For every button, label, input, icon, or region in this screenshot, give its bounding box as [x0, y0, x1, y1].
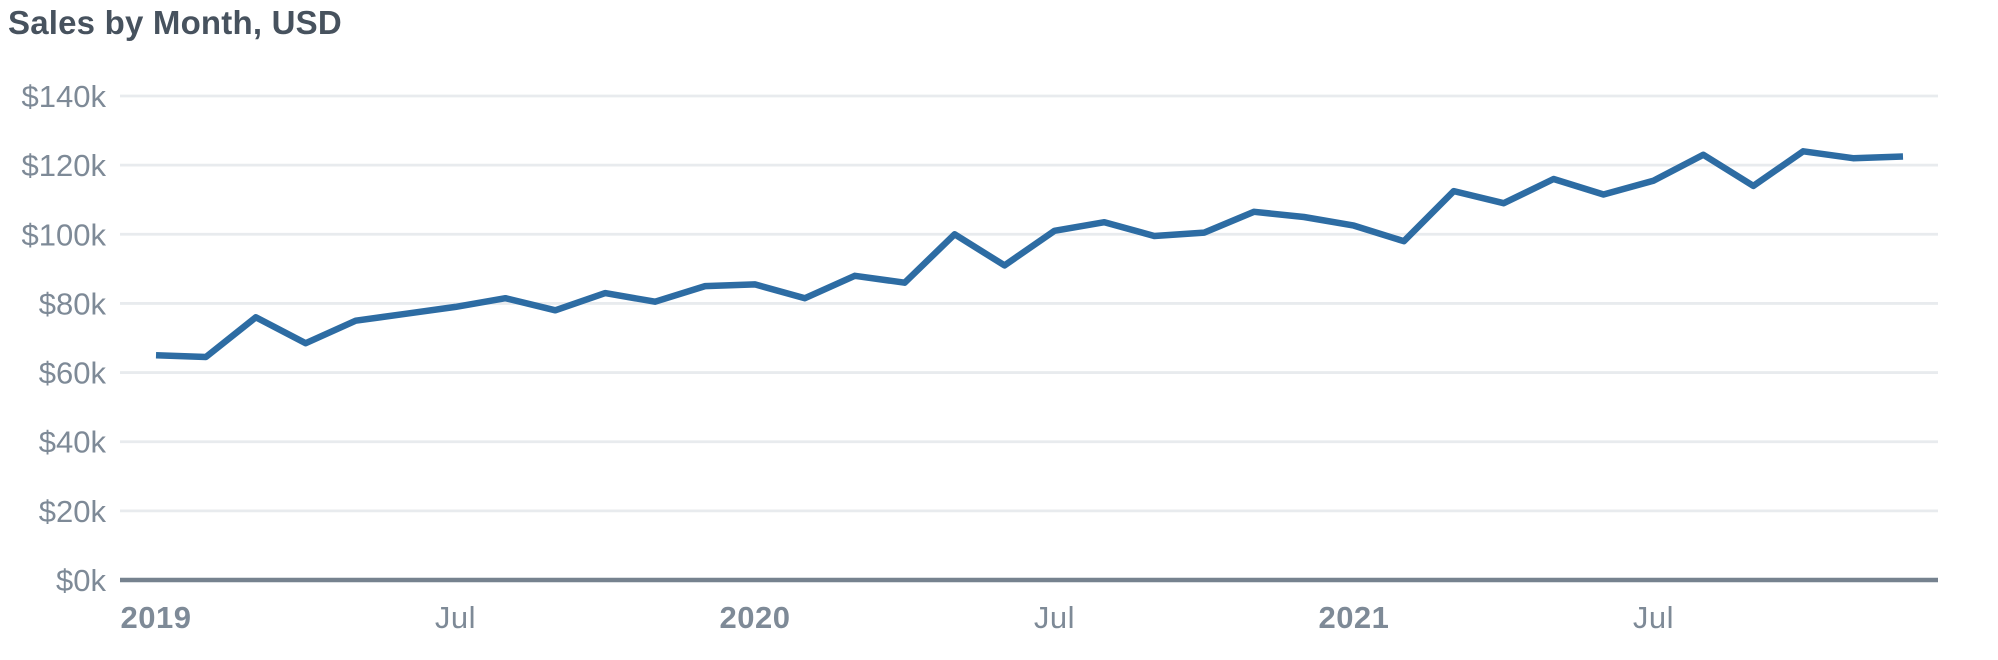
y-tick-label: $20k: [39, 494, 107, 529]
x-tick-label: 2021: [1318, 600, 1389, 635]
x-tick-label: Jul: [1633, 600, 1674, 635]
chart-title: Sales by Month, USD: [8, 4, 342, 41]
series-group: [155, 148, 1904, 361]
x-axis-labels-group: 2019 Jul 2020 Jul 2021 Jul: [121, 600, 1674, 635]
x-tick-label: Jul: [1034, 600, 1075, 635]
y-tick-label: $120k: [22, 148, 107, 183]
y-tick-label: $140k: [22, 79, 107, 114]
sales-series-line: [155, 148, 1904, 361]
y-tick-label: $100k: [22, 217, 107, 252]
y-tick-label: $80k: [39, 286, 107, 321]
y-tick-label: $60k: [39, 356, 107, 391]
gridlines-group: [120, 94, 1938, 583]
y-tick-label: $40k: [39, 425, 107, 460]
x-tick-label: 2019: [121, 600, 192, 635]
y-tick-label: $0k: [56, 563, 106, 598]
x-tick-label: 2020: [719, 600, 790, 635]
y-axis-labels-group: $140k $120k $100k $80k $60k $40k $20k $0k: [22, 79, 107, 598]
x-tick-label: Jul: [435, 600, 476, 635]
